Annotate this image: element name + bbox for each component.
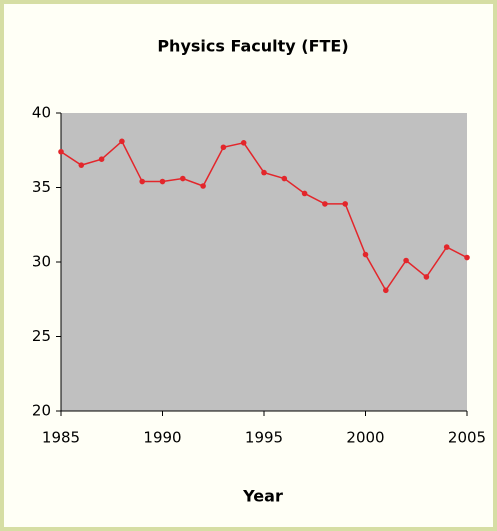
point <box>159 178 166 185</box>
point <box>58 148 64 155</box>
point <box>220 144 227 151</box>
point <box>98 156 105 162</box>
point <box>119 138 125 145</box>
point <box>423 274 430 280</box>
point <box>362 251 369 258</box>
point <box>281 175 288 182</box>
y-tick-label: 35 <box>32 178 51 196</box>
x-tick-label: 1985 <box>42 429 80 447</box>
plot-area <box>61 113 467 411</box>
x-tick-label: 1990 <box>143 429 181 447</box>
y-tick-label: 25 <box>32 327 51 345</box>
point <box>322 201 328 207</box>
chart-title: Physics Faculty (FTE) <box>157 37 348 56</box>
point <box>464 254 470 261</box>
point <box>78 162 85 168</box>
point <box>261 169 267 176</box>
chart: Physics Faculty (FTE) Year 20 25 30 35 40 198… <box>32 37 486 506</box>
point <box>403 257 409 264</box>
point <box>443 244 450 250</box>
x-tick-label: 1995 <box>245 429 283 447</box>
point <box>383 287 389 294</box>
y-tick-label: 40 <box>32 104 51 122</box>
point <box>301 190 308 197</box>
point <box>200 183 206 189</box>
point <box>342 201 349 207</box>
y-tick-label: 30 <box>32 253 51 271</box>
y-tick-label: 20 <box>32 402 51 420</box>
point <box>240 140 247 146</box>
x-axis-label: Year <box>242 487 283 506</box>
point <box>180 175 186 182</box>
x-tick-label: 2000 <box>346 429 384 447</box>
point <box>139 178 145 185</box>
x-tick-label: 2005 <box>448 429 486 447</box>
